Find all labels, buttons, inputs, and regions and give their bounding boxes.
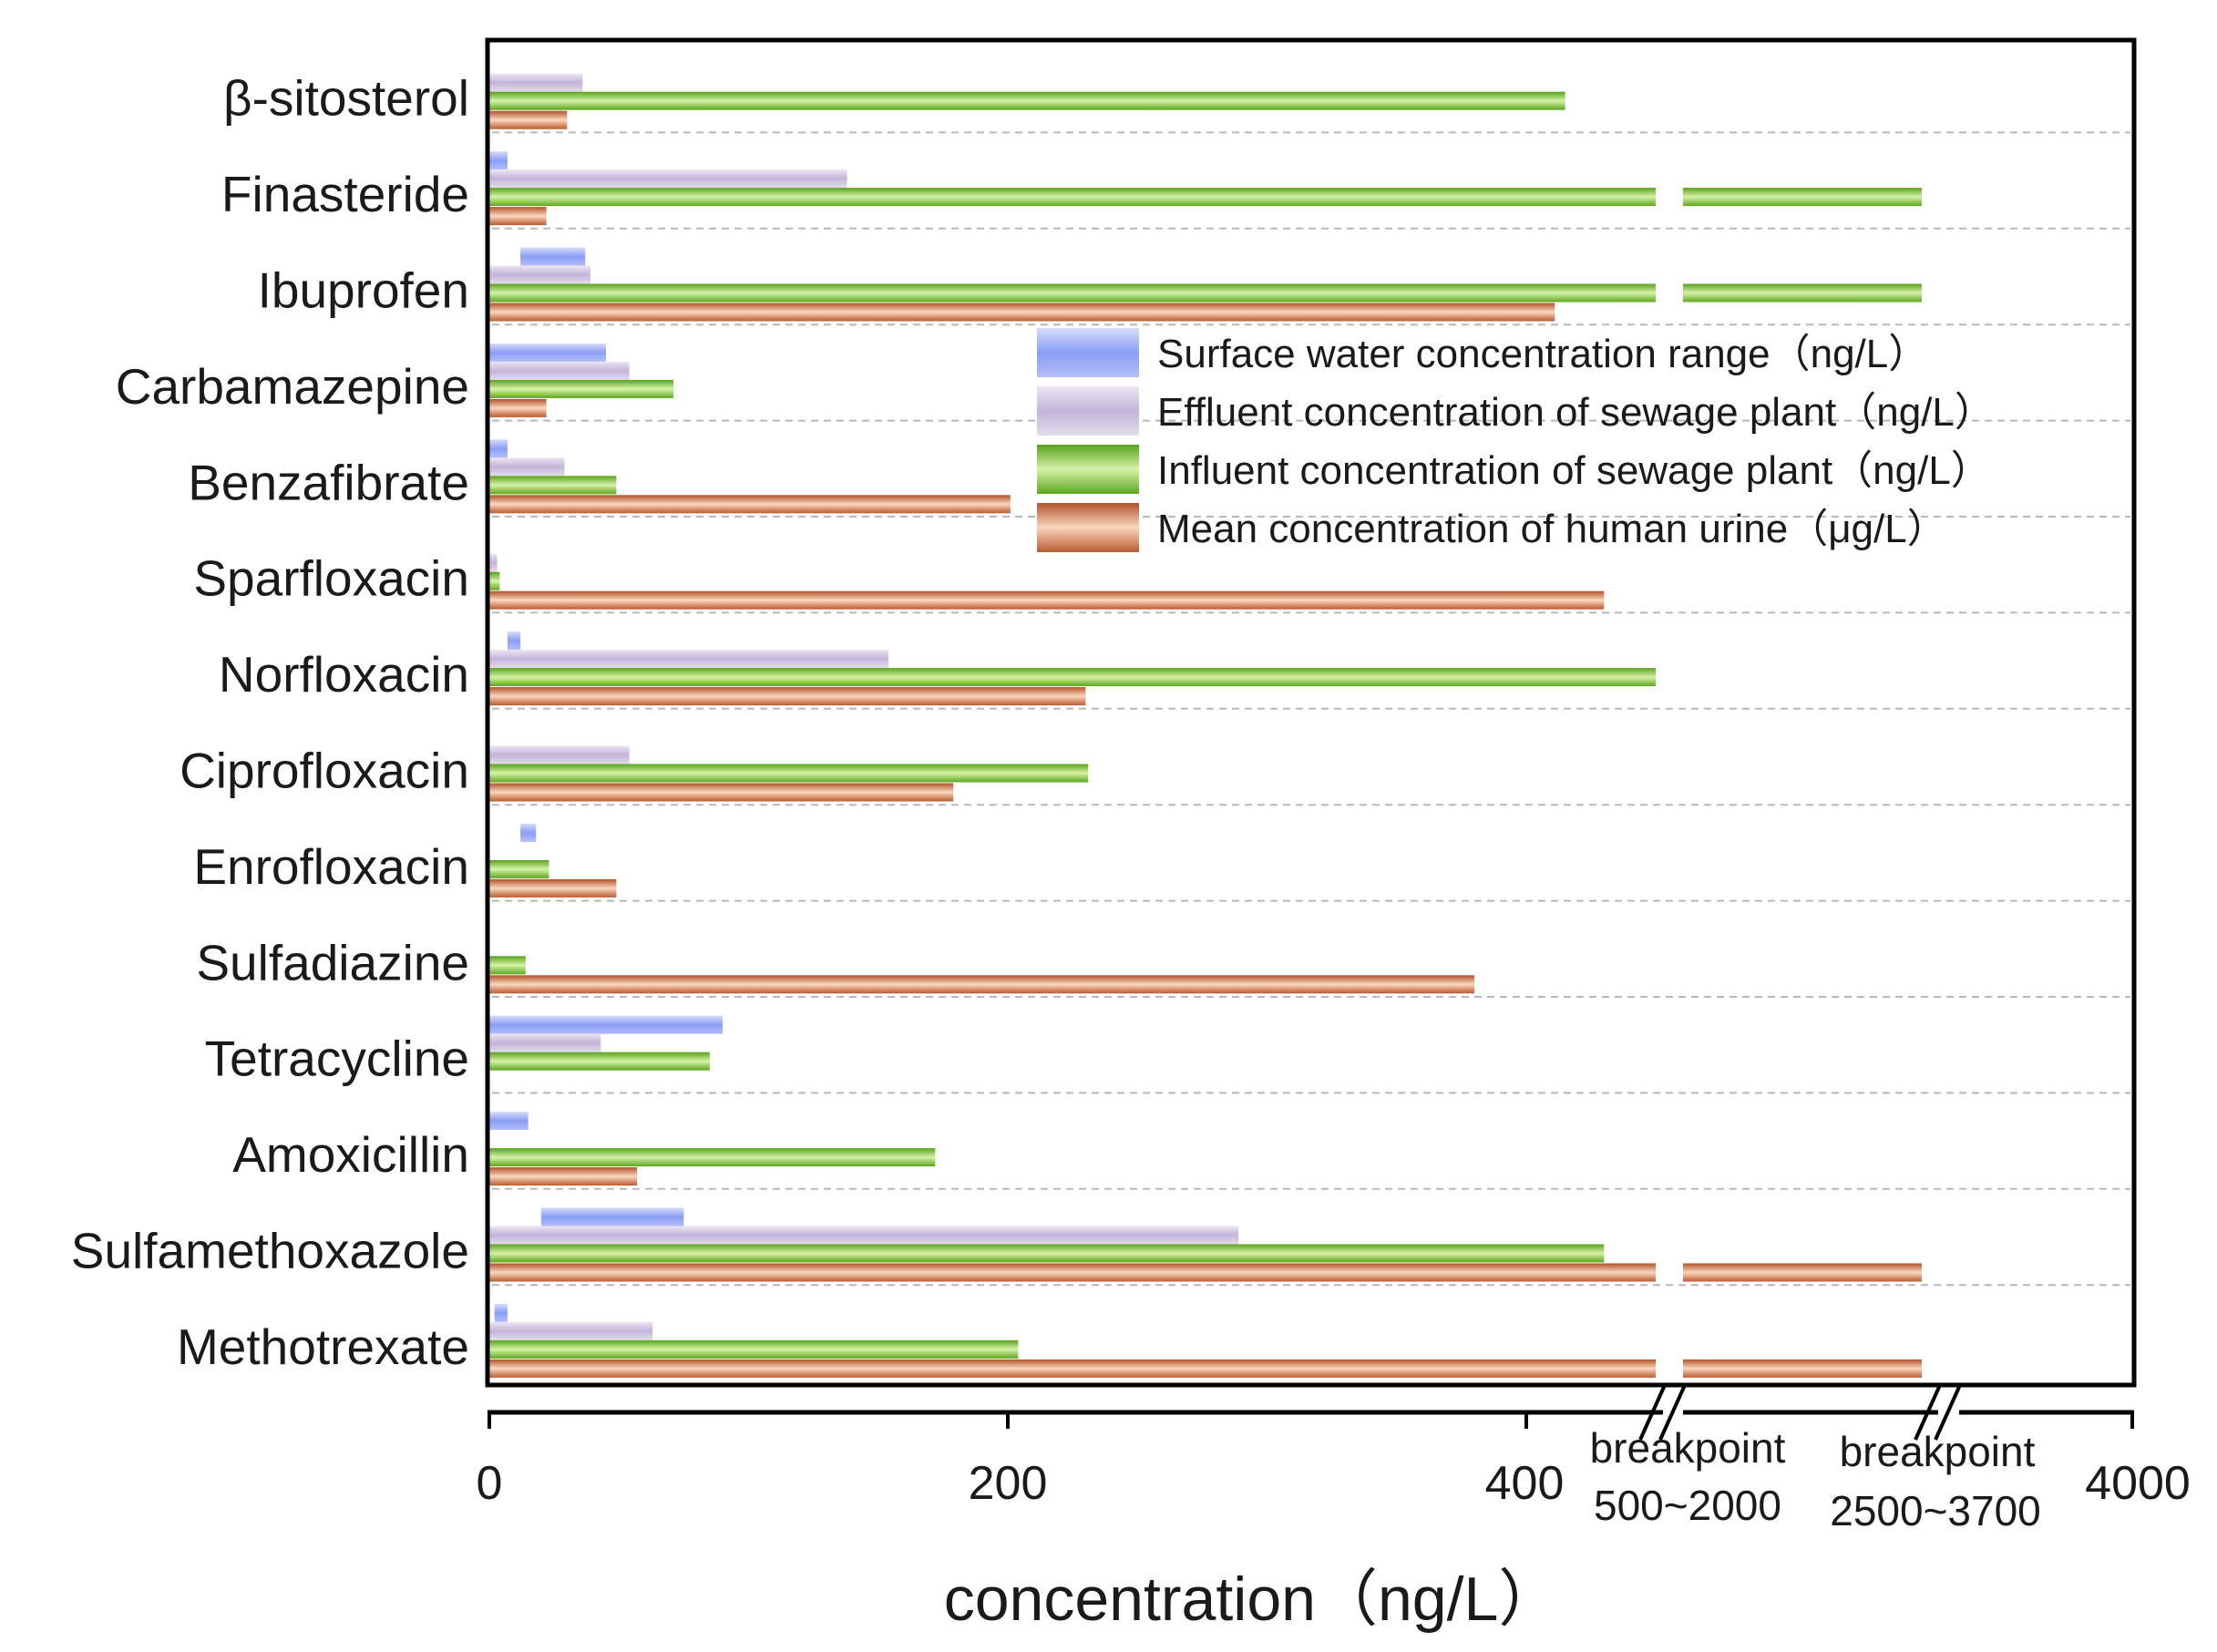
bar-0-benzafibrate bbox=[489, 439, 508, 458]
bar-0-finasteride bbox=[489, 151, 508, 170]
bar-3-ibuprofen bbox=[489, 303, 1555, 322]
bar-1-carbamazepine bbox=[489, 361, 630, 380]
bar-0-enrofloxacin bbox=[520, 823, 537, 842]
legend-swatch bbox=[1037, 445, 1139, 494]
bar-3-norfloxacin bbox=[489, 687, 1086, 706]
category-label: Enrofloxacin bbox=[193, 838, 469, 895]
legend-label: Surface water concentration range（ng/L） bbox=[1157, 332, 1928, 376]
category-label: Ibuprofen bbox=[258, 262, 469, 319]
bar-1-norfloxacin bbox=[489, 650, 889, 669]
bar-3-methotrexate bbox=[1683, 1359, 1922, 1378]
category-label: Finasteride bbox=[221, 166, 469, 222]
bar-1-ibuprofen bbox=[489, 265, 590, 284]
category-label: Sparfloxacin bbox=[193, 550, 469, 607]
bar-2-norfloxacin bbox=[489, 668, 1656, 687]
bar-2-sulfamethoxazole bbox=[489, 1244, 1605, 1263]
bar-3-sulfadiazine bbox=[489, 975, 1475, 994]
x-tick-label: 4000 bbox=[2085, 1457, 2191, 1510]
category-label: Amoxicillin bbox=[232, 1126, 469, 1183]
bar-2-tetracycline bbox=[489, 1052, 710, 1071]
bar-1-tetracycline bbox=[489, 1033, 601, 1052]
breakpoint-range-label: 2500~3700 bbox=[1830, 1487, 2041, 1534]
bar-2-sitosterol bbox=[489, 91, 1565, 110]
category-label: Methotrexate bbox=[177, 1319, 469, 1375]
bar-2-finasteride bbox=[1683, 188, 1922, 207]
legend: Surface water concentration range（ng/L） E… bbox=[1037, 328, 1995, 552]
bar-3-sulfamethoxazole bbox=[489, 1263, 1656, 1282]
bar-2-ibuprofen bbox=[489, 283, 1656, 303]
bar-2-finasteride bbox=[489, 188, 1656, 207]
bar-1-sitosterol bbox=[489, 73, 583, 92]
bars-layer bbox=[489, 73, 1922, 1378]
x-tick-label: 400 bbox=[1485, 1457, 1565, 1510]
bar-0-amoxicillin bbox=[489, 1112, 529, 1131]
bar-3-methotrexate bbox=[489, 1359, 1656, 1378]
legend-swatch bbox=[1037, 503, 1139, 552]
category-label: Benzafibrate bbox=[188, 454, 469, 510]
bar-0-ibuprofen bbox=[520, 247, 586, 266]
x-tick-label: 200 bbox=[969, 1457, 1048, 1510]
category-label: Sulfamethoxazole bbox=[71, 1223, 469, 1279]
bar-2-ibuprofen bbox=[1683, 283, 1922, 303]
bar-3-sparfloxacin bbox=[489, 590, 1605, 610]
bar-3-benzafibrate bbox=[489, 495, 1011, 514]
legend-swatch bbox=[1037, 386, 1139, 436]
bar-3-sulfamethoxazole bbox=[1683, 1263, 1922, 1282]
category-label: Carbamazepine bbox=[116, 358, 469, 415]
bar-0-methotrexate bbox=[494, 1303, 508, 1322]
bar-2-sulfadiazine bbox=[489, 956, 526, 975]
bar-3-sitosterol bbox=[489, 110, 568, 129]
axis-break-mark-1a bbox=[1638, 1384, 1667, 1441]
category-label: β-sitosterol bbox=[223, 70, 469, 127]
category-label: Sulfadiazine bbox=[196, 934, 469, 990]
bar-3-finasteride bbox=[489, 207, 547, 226]
bar-3-enrofloxacin bbox=[489, 878, 617, 898]
breakpoint-range-label: 500~2000 bbox=[1594, 1482, 1781, 1529]
axis-break-mark-2a bbox=[1914, 1384, 1942, 1441]
bar-1-sulfamethoxazole bbox=[489, 1226, 1239, 1245]
bar-3-carbamazepine bbox=[489, 398, 547, 417]
bar-0-tetracycline bbox=[489, 1015, 724, 1034]
bar-0-sulfamethoxazole bbox=[540, 1207, 684, 1226]
category-label: Tetracycline bbox=[205, 1031, 469, 1087]
bar-2-ciprofloxacin bbox=[489, 764, 1089, 783]
bar-2-benzafibrate bbox=[489, 476, 617, 495]
plot-frame bbox=[485, 37, 2137, 1388]
bar-3-amoxicillin bbox=[489, 1167, 638, 1186]
bar-1-sparfloxacin bbox=[489, 553, 498, 572]
bar-0-carbamazepine bbox=[489, 343, 607, 362]
bar-1-methotrexate bbox=[489, 1321, 653, 1340]
breakpoint-label: breakpoint bbox=[1590, 1424, 1786, 1472]
axis-break-mark-2b bbox=[1934, 1384, 1962, 1441]
bar-2-enrofloxacin bbox=[489, 859, 549, 878]
bar-2-sparfloxacin bbox=[489, 571, 500, 590]
grid-lines bbox=[492, 131, 2130, 1287]
bar-2-amoxicillin bbox=[489, 1148, 936, 1167]
bar-1-ciprofloxacin bbox=[489, 745, 630, 764]
axis-break-mark-1b bbox=[1658, 1384, 1687, 1441]
legend-swatch bbox=[1037, 328, 1139, 377]
legend-label: Effluent concentration of sewage plant（n… bbox=[1157, 390, 1995, 435]
bar-1-benzafibrate bbox=[489, 457, 565, 477]
category-label: Norfloxacin bbox=[219, 646, 469, 703]
bar-0-norfloxacin bbox=[507, 631, 521, 651]
breakpoint-label: breakpoint bbox=[1840, 1428, 2036, 1475]
bar-2-methotrexate bbox=[489, 1339, 1019, 1359]
bar-1-finasteride bbox=[489, 169, 847, 189]
category-labels: β-sitosterol Finasteride Ibuprofen Carbamaz… bbox=[71, 70, 469, 1375]
category-label: Ciprofloxacin bbox=[180, 743, 469, 799]
legend-label: Influent concentration of sewage plant（n… bbox=[1157, 448, 1991, 493]
x-axis-title: concentration（ng/L） bbox=[944, 1565, 1561, 1634]
legend-label: Mean concentration of human urine（μg/L） bbox=[1157, 507, 1947, 551]
x-tick-label: 0 bbox=[477, 1457, 503, 1510]
bar-3-ciprofloxacin bbox=[489, 783, 954, 802]
x-axis: 0 200 400 4000 breakpoint 500~2000 break… bbox=[477, 1384, 2191, 1634]
bar-2-carbamazepine bbox=[489, 379, 673, 398]
